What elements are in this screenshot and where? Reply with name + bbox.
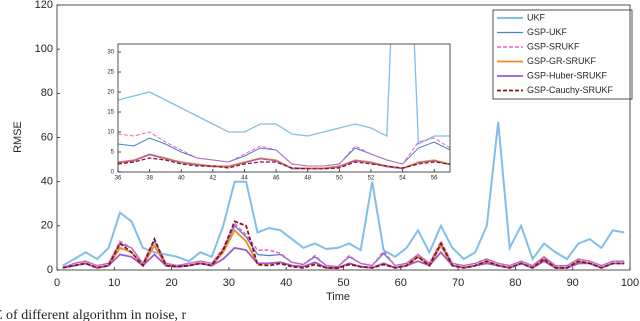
series-line [118, 153, 450, 169]
x-tick-label: 56 [431, 176, 438, 182]
caption: E of different algorithm in noise, r [0, 308, 187, 321]
x-tick-label: 70 [452, 277, 464, 289]
y-tick-label: 120 [35, 0, 53, 11]
series-line [62, 220, 625, 270]
x-tick-label: 48 [304, 176, 311, 182]
y-tick-label: 30 [107, 50, 114, 56]
inset-background [118, 44, 450, 172]
plot-lines [62, 121, 625, 270]
legend-label: GSP-SRUKF [527, 41, 580, 51]
series-line [62, 121, 625, 267]
legend: UKF GSP-UKF GSP-SRUKF GSP-GR-SRUKF GSP-Huber… [492, 9, 633, 100]
y-tick-label: 100 [35, 43, 53, 55]
legend-label: UKF [527, 12, 546, 22]
y-tick-label: 5 [111, 150, 115, 156]
y-tick-label: 15 [107, 110, 114, 116]
y-tick-label: 20 [41, 220, 53, 232]
y-tick-label: 10 [107, 130, 114, 136]
plot-frame [56, 4, 631, 271]
legend-label: GSP-UKF [527, 27, 568, 37]
series-line [118, 131, 450, 167]
y-axis-label: RMSE [12, 121, 24, 153]
legend-label: GSP-GR-SRUKF [527, 56, 597, 66]
x-tick-label: 46 [273, 176, 280, 182]
x-tick-label: 0 [54, 277, 60, 289]
x-tick-label: 90 [567, 277, 579, 289]
x-tick-label: 60 [395, 277, 407, 289]
x-tick-label: 52 [368, 176, 375, 182]
y-tick-label: 0 [111, 170, 115, 176]
y-tick-label: 80 [41, 87, 53, 99]
series-line [118, 44, 450, 146]
x-tick-label: 20 [165, 277, 177, 289]
y-tick-label: 20 [107, 90, 114, 96]
x-tick-label: 30 [223, 277, 235, 289]
y-tick-label: 40 [41, 176, 53, 188]
y-tick-label: 25 [107, 70, 114, 76]
x-tick-label: 50 [337, 277, 349, 289]
x-tick-label: 36 [115, 176, 122, 182]
x-tick-label: 50 [336, 176, 343, 182]
series-line [118, 157, 450, 170]
x-tick-label: 42 [210, 176, 217, 182]
series-line [62, 222, 625, 269]
legend-label: GSP-Huber-SRUKF [527, 70, 608, 80]
legend-box [492, 9, 633, 100]
x-tick-label: 40 [280, 277, 292, 289]
x-tick-label: 80 [509, 277, 521, 289]
x-tick-label: 40 [178, 176, 185, 182]
plot-frame [117, 43, 451, 173]
plot-lines [118, 44, 450, 170]
x-tick-label: 100 [621, 277, 639, 289]
x-tick-label: 54 [399, 176, 406, 182]
y-tick-label: 0 [47, 264, 53, 276]
x-axis-label: Time [326, 291, 350, 303]
legend-label: GSP-Cauchy-SRUKF [527, 85, 614, 95]
x-tick-label: 38 [146, 176, 153, 182]
y-tick-label: 60 [41, 131, 53, 143]
x-tick-label: 44 [241, 176, 248, 182]
x-tick-label: 10 [108, 277, 120, 289]
